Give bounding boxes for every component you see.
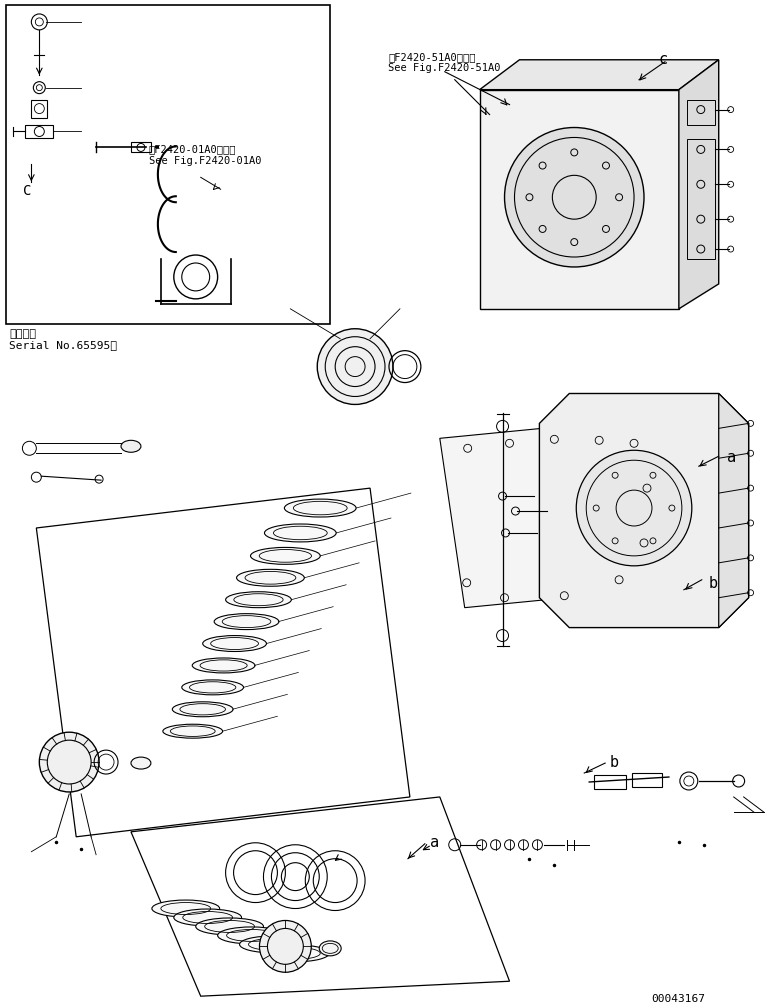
- Ellipse shape: [251, 547, 320, 564]
- Ellipse shape: [265, 524, 336, 542]
- Ellipse shape: [240, 936, 308, 953]
- Ellipse shape: [196, 918, 264, 935]
- Text: C: C: [23, 184, 32, 198]
- Polygon shape: [719, 393, 748, 628]
- Ellipse shape: [214, 614, 279, 630]
- Bar: [687, 100, 714, 125]
- Ellipse shape: [121, 441, 141, 453]
- Ellipse shape: [174, 909, 241, 926]
- Ellipse shape: [225, 592, 291, 608]
- Polygon shape: [440, 418, 669, 608]
- Ellipse shape: [181, 680, 244, 695]
- Text: a: a: [727, 451, 736, 465]
- Text: 第F2420-51A0図参照
See Fig.F2420-51A0: 第F2420-51A0図参照 See Fig.F2420-51A0: [388, 51, 501, 73]
- Bar: [594, 775, 626, 789]
- Bar: [25, 125, 53, 139]
- Ellipse shape: [163, 724, 222, 738]
- Ellipse shape: [218, 927, 285, 944]
- Bar: [131, 143, 151, 153]
- Text: 00043167: 00043167: [651, 994, 705, 1004]
- Text: b: b: [709, 575, 718, 591]
- Ellipse shape: [192, 658, 255, 673]
- Bar: [32, 100, 47, 118]
- Circle shape: [259, 920, 311, 972]
- Text: c: c: [659, 51, 668, 66]
- Circle shape: [576, 451, 692, 565]
- Text: 第F2420-01A0図参照
See Fig.F2420-01A0: 第F2420-01A0図参照 See Fig.F2420-01A0: [149, 145, 261, 166]
- Ellipse shape: [131, 758, 151, 769]
- Ellipse shape: [172, 702, 233, 716]
- Circle shape: [39, 732, 99, 792]
- Ellipse shape: [152, 900, 220, 917]
- Text: b: b: [609, 756, 618, 771]
- Polygon shape: [679, 59, 719, 309]
- Polygon shape: [480, 90, 679, 309]
- Bar: [687, 140, 714, 259]
- Polygon shape: [480, 59, 719, 90]
- Ellipse shape: [203, 636, 266, 652]
- Ellipse shape: [261, 945, 329, 962]
- Circle shape: [504, 128, 644, 267]
- Ellipse shape: [319, 941, 341, 956]
- Bar: [632, 773, 662, 787]
- Ellipse shape: [237, 569, 305, 586]
- Circle shape: [318, 329, 393, 404]
- Bar: [6, 5, 330, 324]
- Text: a: a: [430, 835, 439, 850]
- Polygon shape: [539, 393, 748, 628]
- Text: 適用号機
Serial No.65595～: 適用号機 Serial No.65595～: [9, 329, 118, 350]
- Ellipse shape: [285, 499, 356, 517]
